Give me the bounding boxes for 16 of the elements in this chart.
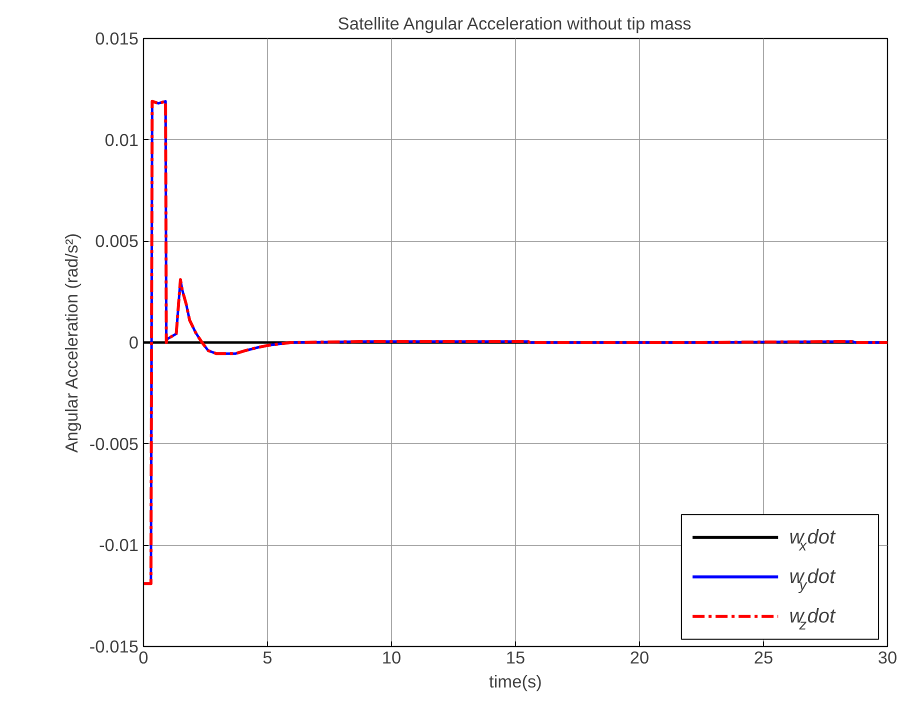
x-axis-title: time(s) bbox=[489, 672, 542, 692]
x-tick-label: 5 bbox=[262, 648, 272, 668]
y-tick-label: -0.005 bbox=[89, 434, 139, 454]
x-tick-label: 30 bbox=[878, 648, 898, 668]
x-tick-label: 10 bbox=[382, 648, 402, 668]
y-tick-label: 0.005 bbox=[95, 231, 139, 252]
y-tick-label: 0.01 bbox=[104, 130, 139, 150]
y-tick-label: -0.01 bbox=[99, 535, 139, 556]
y-tick-label: -0.015 bbox=[89, 636, 139, 656]
y-axis-title: Angular Acceleration (rad/s²) bbox=[61, 233, 82, 453]
y-tick-label: 0 bbox=[128, 332, 139, 352]
y-tick-label: 0.015 bbox=[95, 28, 139, 48]
x-tick-label: 15 bbox=[506, 648, 526, 668]
x-tick-label: 20 bbox=[630, 648, 650, 668]
x-tick-label: 25 bbox=[754, 648, 774, 668]
chart-title: Satellite Angular Acceleration without tip mass bbox=[338, 14, 692, 34]
